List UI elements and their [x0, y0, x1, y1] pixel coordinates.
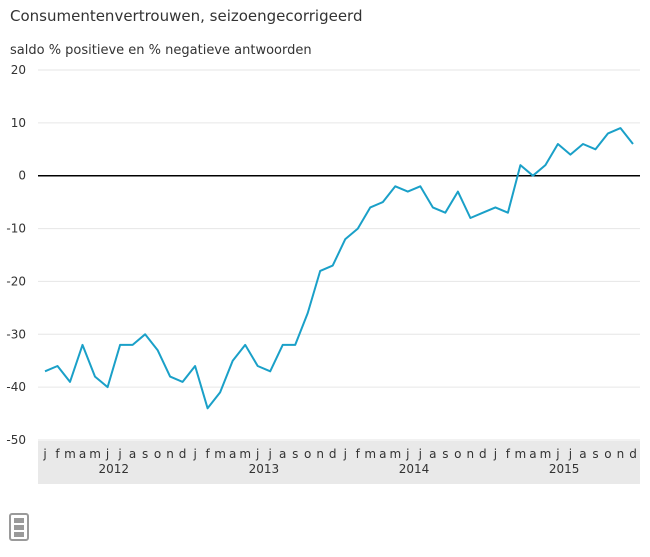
x-tick-label: j — [568, 447, 572, 461]
y-tick-label: 20 — [11, 63, 26, 77]
x-tick-label: d — [479, 447, 487, 461]
x-tick-label: s — [142, 447, 148, 461]
x-tick-label: d — [329, 447, 337, 461]
x-tick-label: j — [405, 447, 409, 461]
y-tick-label: -30 — [6, 327, 26, 341]
x-tick-label: a — [379, 447, 386, 461]
x-tick-label: n — [166, 447, 174, 461]
x-tick-label: j — [255, 447, 259, 461]
x-tick-label: n — [617, 447, 625, 461]
x-tick-label: j — [493, 447, 497, 461]
y-tick-label: -10 — [6, 222, 26, 236]
x-tick-label: n — [316, 447, 324, 461]
y-tick-label: 10 — [11, 116, 26, 130]
y-axis-label: saldo % positieve en % negatieve antwoor… — [10, 43, 312, 58]
x-tick-label: o — [454, 447, 461, 461]
x-tick-label: s — [442, 447, 448, 461]
x-tick-label: j — [105, 447, 109, 461]
x-tick-label: m — [389, 447, 401, 461]
x-tick-label: o — [154, 447, 161, 461]
x-tick-label: f — [506, 447, 511, 461]
cbs-logo-icon — [9, 513, 29, 541]
x-tick-label: s — [292, 447, 298, 461]
y-tick-label: 0 — [18, 169, 26, 183]
x-tick-label: d — [179, 447, 187, 461]
chart-title: Consumentenvertrouwen, seizoengecorrigee… — [10, 7, 363, 25]
x-tick-label: m — [239, 447, 251, 461]
series-line — [44, 127, 634, 410]
x-tick-label: m — [89, 447, 101, 461]
x-tick-label: a — [229, 447, 236, 461]
x-tick-label: f — [356, 447, 361, 461]
x-tick-label: j — [192, 447, 196, 461]
x-tick-label: m — [214, 447, 226, 461]
x-tick-label: o — [304, 447, 311, 461]
y-tick-labels: 20 10 0 -10 -20 -30 -40 -50 — [6, 63, 26, 447]
y-tick-label: -40 — [6, 380, 26, 394]
x-axis-band — [38, 441, 640, 484]
x-tick-label: m — [540, 447, 552, 461]
year-labels: 2012 2013 2014 2015 — [99, 462, 580, 476]
x-tick-label: a — [429, 447, 436, 461]
x-tick-label: d — [629, 447, 637, 461]
x-tick-label: j — [343, 447, 347, 461]
x-tick-label: a — [129, 447, 136, 461]
year-label: 2012 — [99, 462, 130, 476]
x-tick-label: f — [55, 447, 60, 461]
x-tick-label: m — [364, 447, 376, 461]
x-tick-label: m — [515, 447, 527, 461]
x-tick-label: f — [206, 447, 211, 461]
y-tick-label: -50 — [6, 433, 26, 447]
y-tick-label: -20 — [6, 274, 26, 288]
x-tick-label: j — [418, 447, 422, 461]
x-tick-label: j — [42, 447, 46, 461]
x-tick-label: j — [268, 447, 272, 461]
x-tick-label: o — [604, 447, 611, 461]
x-tick-label: s — [592, 447, 598, 461]
x-tick-label: n — [467, 447, 475, 461]
x-tick-label: j — [117, 447, 121, 461]
x-tick-label: a — [279, 447, 286, 461]
x-tick-label: a — [579, 447, 586, 461]
x-tick-label: a — [529, 447, 536, 461]
year-label: 2015 — [549, 462, 580, 476]
x-tick-label: j — [555, 447, 559, 461]
x-tick-label: a — [79, 447, 86, 461]
year-label: 2013 — [249, 462, 280, 476]
year-label: 2014 — [399, 462, 430, 476]
x-tick-label: m — [64, 447, 76, 461]
gridlines — [38, 69, 640, 441]
